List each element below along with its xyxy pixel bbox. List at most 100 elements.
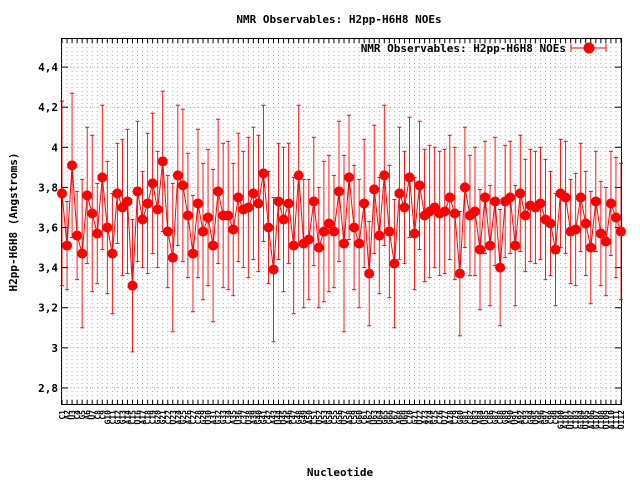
x-tick-label: G20 (154, 410, 163, 425)
x-tick-label: U30 (204, 410, 213, 425)
y-tick-label: 4,2 (38, 101, 58, 114)
x-tick-label: C4 (73, 410, 82, 420)
x-tick-label: A78 (446, 410, 455, 425)
x-tick-label: A39 (249, 410, 258, 425)
x-tick-label: C8 (93, 410, 102, 420)
x-axis-label: Nucleotide (307, 466, 374, 479)
data-point (87, 208, 98, 219)
x-tick-label: C18 (144, 410, 153, 425)
y-tick-label: 3,2 (38, 302, 58, 315)
x-tick-label: C86 (486, 410, 495, 425)
data-point (344, 172, 355, 183)
x-tick-label: C19 (149, 410, 158, 425)
x-tick-label: C70 (405, 410, 414, 425)
data-point (369, 184, 380, 195)
y-axis: 2,8 3 3,2 3,4 3,6 3,8 4 4,2 4,4 (38, 61, 621, 395)
y-tick-label: 3 (51, 342, 58, 355)
x-tick-label: C82 (466, 410, 475, 425)
x-tick-label: U64 (375, 410, 384, 425)
x-tick-label: U109 (602, 410, 611, 429)
legend: NMR Observables: H2pp-H6H8 NOEs (361, 42, 607, 55)
x-tick-label: U83 (471, 410, 480, 425)
x-tick-label: C98 (546, 410, 555, 425)
x-tick-label: U7 (88, 410, 97, 420)
data-point (198, 226, 209, 237)
x-tick-label: C108 (597, 410, 606, 429)
grid (61, 39, 622, 404)
data-point (142, 198, 153, 209)
x-tick-label: C15 (129, 410, 138, 425)
x-tick-label: G29 (199, 410, 208, 425)
data-point (283, 198, 294, 209)
x-axis: C1A2U3C4G5A6U7C8C9G10C11G12G13A14C15U16A… (58, 39, 626, 429)
series-line (61, 161, 622, 286)
x-tick-label: C55 (330, 410, 339, 425)
x-tick-label: A2 (63, 410, 72, 420)
data-point (67, 160, 78, 171)
x-tick-label: U85 (481, 410, 490, 425)
y-axis-label: H2pp-H6H8 (Angstroms) (7, 152, 20, 291)
data-point (308, 196, 319, 207)
x-tick-label: U44 (275, 410, 284, 425)
data-point (62, 240, 73, 251)
x-tick-label: C9 (98, 410, 107, 420)
x-tick-label: G25 (179, 410, 188, 425)
data-point (560, 192, 571, 203)
x-tick-label: A26 (184, 410, 193, 425)
data-point (132, 186, 143, 197)
data-point (404, 172, 415, 183)
x-tick-label: U23 (169, 410, 178, 425)
data-point (187, 248, 198, 259)
data-point (208, 240, 219, 251)
data-point (359, 198, 370, 209)
x-tick-label: A84 (476, 410, 485, 425)
x-tick-label: U38 (244, 410, 253, 425)
x-tick-label: C42 (264, 410, 273, 425)
x-tick-label: U3 (68, 410, 77, 420)
data-point (97, 172, 108, 183)
x-tick-label: U95 (531, 410, 540, 425)
x-tick-label: C37 (239, 410, 248, 425)
data-point (192, 198, 203, 209)
data-point (459, 182, 470, 193)
y-tick-label: 4 (51, 141, 58, 154)
data-point (57, 188, 67, 199)
x-tick-label: C111 (612, 410, 621, 429)
data-point (112, 188, 123, 199)
data-point (394, 188, 405, 199)
y-tick-label: 2,8 (38, 382, 58, 395)
x-tick-label: G87 (491, 410, 500, 425)
data-point (147, 178, 158, 189)
data-point (243, 202, 254, 213)
x-tick-label: C27 (189, 410, 198, 425)
x-tick-label: G32 (214, 410, 223, 425)
data-point (263, 222, 274, 233)
data-point (449, 208, 460, 219)
data-point (414, 180, 425, 191)
x-tick-label: A53 (320, 410, 329, 425)
x-tick-label: C103 (572, 410, 581, 429)
y-tick-label: 3,4 (38, 262, 58, 275)
data-point (162, 226, 173, 237)
x-tick-label: U77 (441, 410, 450, 425)
x-tick-label: G80 (456, 410, 465, 425)
data-point (495, 262, 506, 273)
data-point (454, 268, 465, 279)
x-tick-label: C61 (360, 410, 369, 425)
x-tick-label: A24 (174, 410, 183, 425)
x-tick-label: A58 (345, 410, 354, 425)
data-point (318, 226, 329, 237)
x-tick-label: G97 (541, 410, 550, 425)
x-tick-label: G48 (295, 410, 304, 425)
x-tick-label: C34 (224, 410, 233, 425)
data-point (258, 168, 269, 179)
x-tick-label: A73 (421, 410, 430, 425)
data-point (480, 192, 491, 203)
data-point (182, 210, 193, 221)
data-point (333, 186, 344, 197)
data-point (82, 190, 93, 201)
data-point (354, 238, 365, 249)
y-tick-label: 4,4 (38, 61, 58, 74)
data-point (590, 196, 601, 207)
